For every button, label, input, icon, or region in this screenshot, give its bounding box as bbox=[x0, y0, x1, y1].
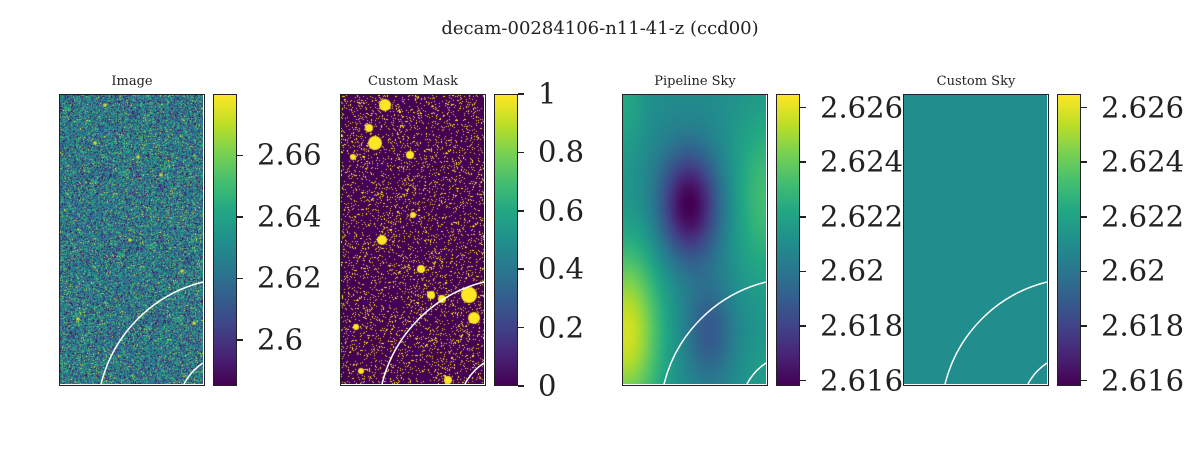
colorbar-tick bbox=[518, 151, 524, 154]
colorbar-tick bbox=[518, 385, 524, 387]
colorbar-tick bbox=[518, 93, 524, 95]
colorbar-tick-label: 2.618 bbox=[1101, 308, 1185, 343]
panel-title-2: Pipeline Sky bbox=[654, 74, 736, 89]
colorbar-tick-label: 2.62 bbox=[820, 253, 885, 288]
colorbar-tick-label: 0.2 bbox=[538, 310, 585, 345]
colorbar-tick-label: 2.626 bbox=[1101, 90, 1185, 125]
colorbar-2 bbox=[776, 94, 800, 386]
colorbar-3 bbox=[1057, 94, 1081, 386]
colorbar-tick-label: 2.626 bbox=[820, 90, 904, 125]
colorbar-tick bbox=[518, 268, 524, 270]
overlay-arc-outer bbox=[100, 281, 203, 384]
colorbar-tick-label: 2.618 bbox=[820, 308, 904, 343]
figure-title: decam-00284106-n11-41-z (ccd00) bbox=[441, 18, 759, 39]
colorbar-tick-label: 2.62 bbox=[1101, 253, 1166, 288]
colorbar-tick-label: 0 bbox=[538, 368, 557, 403]
colorbar-tick-label: 2.62 bbox=[257, 260, 322, 295]
overlay-arc-outer bbox=[381, 281, 484, 384]
panel-title-1: Custom Mask bbox=[367, 74, 459, 89]
overlay-arc-outer bbox=[663, 281, 766, 384]
arc-overlay-3 bbox=[944, 281, 1047, 384]
panel-title-3: Custom Sky bbox=[936, 74, 1016, 89]
heatmap-panel-0 bbox=[59, 94, 205, 386]
panel-title-0: Image bbox=[111, 74, 153, 89]
overlay-arc-inner bbox=[183, 362, 203, 384]
colorbar-tick bbox=[1081, 161, 1087, 163]
colorbar-tick bbox=[800, 270, 806, 273]
colorbar-tick bbox=[1081, 106, 1087, 109]
overlay-arc-outer bbox=[944, 281, 1047, 384]
colorbar-tick bbox=[800, 161, 806, 163]
colorbar-tick bbox=[1081, 379, 1087, 382]
colorbar-tick bbox=[1081, 216, 1087, 218]
colorbar-tick bbox=[237, 339, 243, 341]
colorbar-tick-label: 1 bbox=[538, 76, 557, 111]
colorbar-tick-label: 2.616 bbox=[1101, 363, 1185, 398]
colorbar-tick bbox=[1081, 325, 1087, 327]
colorbar-tick bbox=[800, 216, 806, 218]
colorbar-tick-label: 2.622 bbox=[1101, 199, 1185, 234]
colorbar-tick-label: 2.64 bbox=[257, 199, 322, 234]
heatmap-image-3 bbox=[904, 95, 1047, 384]
colorbar-tick bbox=[237, 216, 243, 218]
colorbar-tick bbox=[237, 154, 243, 157]
arc-overlay-1 bbox=[381, 281, 484, 384]
colorbar-tick-label: 2.624 bbox=[1101, 144, 1185, 179]
overlay-arc-inner bbox=[1027, 362, 1047, 384]
colorbar-tick-label: 0.4 bbox=[538, 251, 585, 286]
colorbar-tick bbox=[518, 326, 524, 329]
colorbar-tick bbox=[800, 106, 806, 109]
heatmap-panel-3 bbox=[903, 94, 1049, 386]
heatmap-panel-2 bbox=[622, 94, 768, 386]
colorbar-tick-label: 2.66 bbox=[257, 137, 322, 172]
arc-overlay-0 bbox=[100, 281, 203, 384]
arc-overlay-2 bbox=[663, 281, 766, 384]
heatmap-image-1 bbox=[341, 95, 484, 384]
colorbar-tick bbox=[237, 277, 243, 280]
colorbar-tick-label: 2.616 bbox=[820, 363, 904, 398]
overlay-arc-inner bbox=[464, 362, 484, 384]
overlay-arc-inner bbox=[746, 362, 766, 384]
colorbar-tick bbox=[518, 210, 524, 212]
heatmap-image-0 bbox=[60, 95, 203, 384]
heatmap-image-2 bbox=[623, 95, 766, 384]
colorbar-tick bbox=[800, 325, 806, 327]
colorbar-0 bbox=[213, 94, 237, 386]
colorbar-tick bbox=[1081, 270, 1087, 273]
colorbar-tick-label: 2.6 bbox=[257, 322, 304, 357]
colorbar-tick-label: 2.624 bbox=[820, 144, 904, 179]
colorbar-tick-label: 0.6 bbox=[538, 193, 585, 228]
colorbar-tick-label: 2.622 bbox=[820, 199, 904, 234]
heatmap-panel-1 bbox=[340, 94, 486, 386]
colorbar-tick-label: 0.8 bbox=[538, 134, 585, 169]
colorbar-1 bbox=[494, 94, 518, 386]
colorbar-tick bbox=[800, 379, 806, 382]
